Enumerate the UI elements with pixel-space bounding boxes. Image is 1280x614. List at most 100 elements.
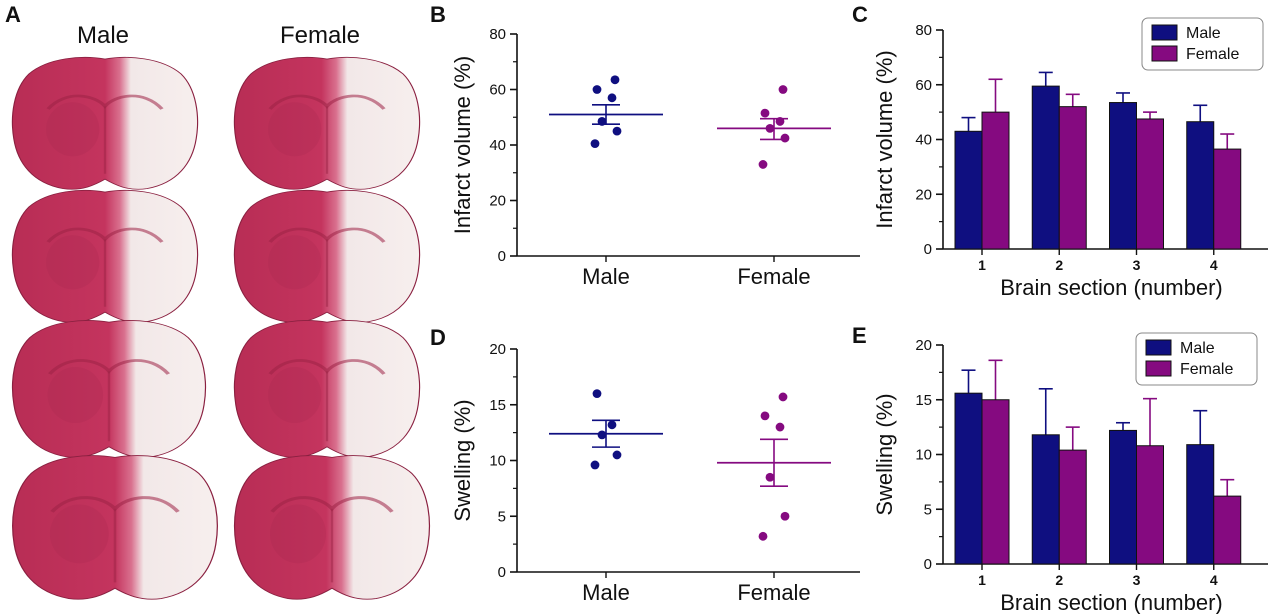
- legend-label: Male: [1180, 340, 1215, 357]
- panel-b-letter: B: [430, 2, 446, 27]
- panel-d-letter: D: [430, 325, 446, 350]
- bar: [1031, 434, 1060, 565]
- bar: [1058, 449, 1087, 565]
- bar: [954, 392, 983, 565]
- y-tick-label: 0: [924, 241, 932, 258]
- y-tick-label: 20: [489, 341, 506, 358]
- y-tick-label: 10: [915, 447, 932, 464]
- y-tick-label: 20: [915, 186, 932, 203]
- panel-e-letter: E: [852, 323, 867, 348]
- y-tick-label: 60: [915, 77, 932, 94]
- y-axis-label: Infarct volume (%): [872, 50, 897, 229]
- y-axis-label: Swelling (%): [450, 399, 475, 521]
- data-point: [758, 160, 768, 169]
- data-point: [775, 422, 785, 432]
- legend-label: Male: [1186, 25, 1221, 42]
- panel-c-letter: C: [852, 2, 868, 27]
- bar: [981, 111, 1010, 250]
- data-point: [778, 85, 788, 94]
- striatum-region: [47, 367, 104, 423]
- panel-a-letter: A: [5, 2, 21, 27]
- data-point: [780, 511, 790, 521]
- bar: [1213, 495, 1242, 565]
- brain-section-male-section-1: [11, 57, 199, 190]
- corpus-callosum-line: [270, 496, 394, 513]
- female-column-title: Female: [280, 22, 360, 49]
- chart-b-infarct-volume-scatter: B 0 20 40 60 80 Infarct volume (%) Male Female: [430, 2, 860, 289]
- brain-section-male-section-3: [11, 320, 207, 458]
- brain-section-male-section-2: [11, 190, 199, 323]
- x-category-label: Female: [737, 580, 810, 605]
- brain-section-female-section-4: [233, 455, 431, 600]
- corpus-callosum-line: [46, 227, 164, 243]
- data-point: [590, 460, 600, 470]
- data-point: [610, 75, 620, 85]
- data-point: [612, 450, 622, 460]
- bar: [1186, 444, 1215, 565]
- brain-section-male-section-4: [12, 455, 218, 600]
- corpus-callosum-line: [46, 94, 164, 110]
- y-tick-label: 20: [489, 193, 506, 210]
- striatum-region: [46, 235, 100, 290]
- x-category-label: Male: [582, 580, 630, 605]
- y-tick-label: 5: [924, 501, 932, 518]
- y-tick-label: 40: [489, 137, 506, 154]
- x-axis-label: Brain section (number): [1000, 275, 1223, 300]
- striatum-region: [46, 102, 100, 157]
- y-tick-label: 0: [498, 564, 506, 581]
- data-point: [780, 133, 790, 143]
- y-tick-label: 15: [915, 392, 932, 409]
- data-point: [765, 472, 775, 482]
- striatum-region: [270, 504, 326, 564]
- data-point: [765, 123, 775, 133]
- corpus-callosum-line: [268, 359, 386, 375]
- x-category-label: Female: [737, 264, 810, 289]
- y-tick-label: 20: [915, 337, 932, 354]
- legend-swatch: [1151, 24, 1178, 41]
- data-point: [590, 139, 600, 149]
- bar: [1058, 106, 1087, 250]
- data-point: [597, 430, 607, 440]
- legend-swatch: [1145, 360, 1172, 377]
- legend-swatch: [1151, 45, 1178, 62]
- x-category-label: 3: [1133, 572, 1141, 588]
- y-tick-label: 15: [489, 397, 506, 414]
- bar: [1109, 429, 1137, 565]
- data-point: [607, 420, 617, 430]
- striatum-region: [268, 102, 322, 157]
- corpus-callosum-line: [50, 496, 180, 513]
- data-point: [760, 108, 770, 118]
- bar: [1031, 85, 1060, 250]
- x-category-label: 2: [1055, 257, 1063, 273]
- bar: [954, 130, 983, 250]
- data-point: [592, 389, 602, 398]
- data-point: [758, 531, 768, 541]
- chart-e-swelling-bars: E 0 5 10 15 20 Swelling (%) 1 2 3 4 Brain section …: [852, 323, 1268, 614]
- brain-sections-grid: [11, 57, 431, 600]
- data-point: [760, 411, 770, 421]
- y-axis-label: Swelling (%): [872, 393, 897, 515]
- x-category-label: 4: [1210, 572, 1218, 588]
- x-category-label: Male: [582, 264, 630, 289]
- data-point: [778, 392, 788, 402]
- male-column-title: Male: [77, 22, 129, 49]
- y-tick-label: 0: [924, 556, 932, 573]
- legend-label: Female: [1186, 46, 1239, 63]
- x-category-label: 2: [1055, 572, 1063, 588]
- striatum-region: [268, 367, 322, 423]
- bar: [1109, 102, 1137, 250]
- y-tick-label: 0: [498, 248, 506, 265]
- y-tick-label: 40: [915, 132, 932, 149]
- data-point: [597, 117, 607, 126]
- x-axis-label: Brain section (number): [1000, 590, 1223, 614]
- legend-label: Female: [1180, 361, 1233, 378]
- data-point: [607, 93, 617, 103]
- bar: [1136, 118, 1164, 250]
- bar: [1213, 148, 1242, 250]
- striatum-region: [49, 504, 109, 564]
- brain-section-female-section-3: [233, 320, 421, 458]
- corpus-callosum-line: [268, 227, 386, 243]
- bar: [1136, 445, 1164, 565]
- y-tick-label: 80: [915, 22, 932, 39]
- y-tick-label: 60: [489, 82, 506, 99]
